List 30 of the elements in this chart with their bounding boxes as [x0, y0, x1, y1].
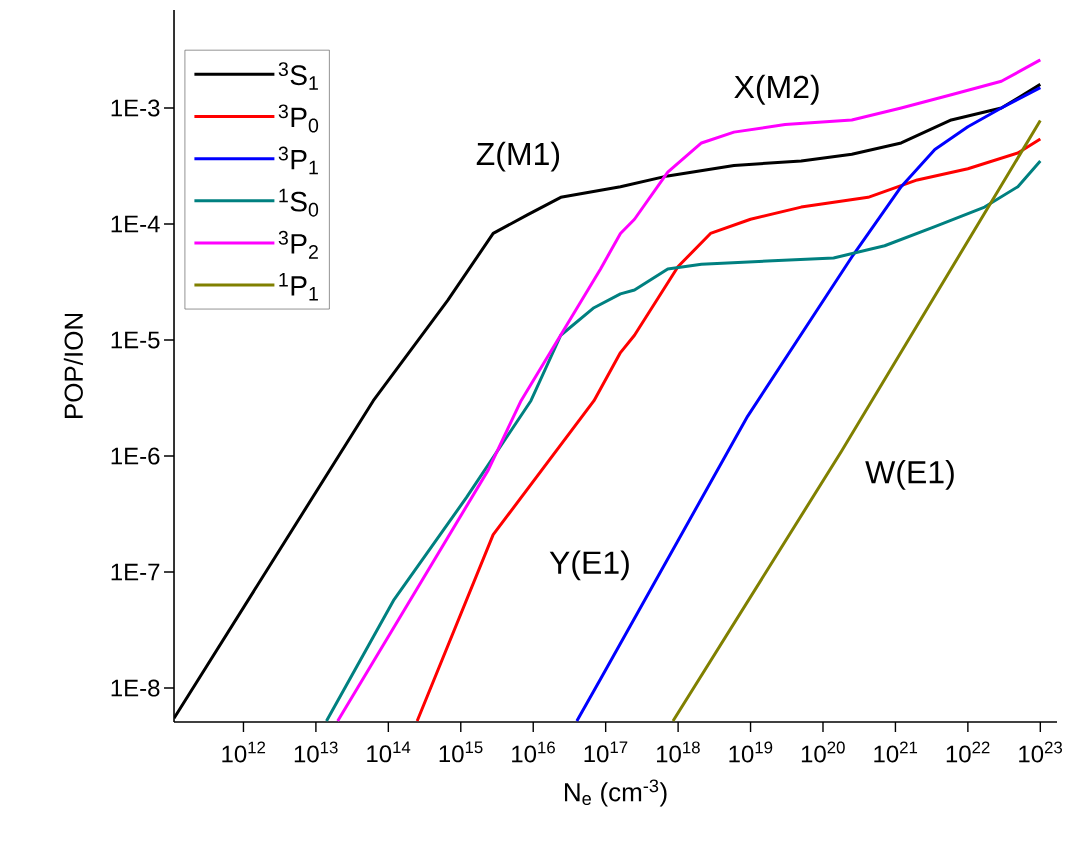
- annotation: Z(M1): [476, 141, 560, 172]
- legend-label: $^{1}$P$_{1}$: [279, 273, 318, 301]
- legend-label: $^{1}$S$_{0}$: [279, 188, 319, 217]
- annotation: Y(E1): [549, 550, 629, 581]
- x-tick-label: 10$^{20}$: [801, 741, 845, 763]
- annotation: W(E1): [865, 460, 954, 490]
- y-tick-label: 1E-4: [111, 215, 160, 233]
- x-tick-label: 10$^{17}$: [584, 741, 628, 763]
- legend-label: $^{3}$P$_{0}$: [278, 104, 319, 133]
- x-tick-label: 10$^{16}$: [512, 741, 555, 763]
- y-tick-label: 1E-3: [111, 99, 160, 117]
- x-axis-title: N$_{e}$ (cm$^{-3}$): [565, 779, 667, 807]
- x-tick-label: 10$^{22}$: [946, 741, 990, 763]
- legend-label: $^{3}$S$_{1}$: [278, 62, 318, 90]
- legend-label: $^{3}$P$_{1}$: [278, 146, 318, 175]
- x-tick-label: 10$^{14}$: [367, 741, 411, 763]
- x-tick-label: 10$^{18}$: [657, 741, 700, 763]
- x-tick-label: 10$^{23}$: [1019, 741, 1063, 763]
- x-tick-label: 10$^{12}$: [222, 741, 266, 763]
- x-tick-label: 10$^{13}$: [294, 741, 338, 763]
- y-axis-title: POP/ION: [63, 313, 83, 419]
- y-tick-label: 1E-7: [111, 563, 160, 581]
- x-tick-label: 10$^{19}$: [729, 741, 773, 763]
- annotation: X(M2): [734, 74, 819, 105]
- y-tick-label: 1E-6: [111, 447, 160, 465]
- y-tick-label: 1E-5: [111, 331, 160, 349]
- y-tick-label: 1E-8: [111, 679, 160, 697]
- legend-label: $^{3}$P$_{2}$: [278, 230, 318, 259]
- x-tick-label: 10$^{21}$: [874, 741, 918, 763]
- x-tick-label: 10$^{15}$: [439, 741, 483, 763]
